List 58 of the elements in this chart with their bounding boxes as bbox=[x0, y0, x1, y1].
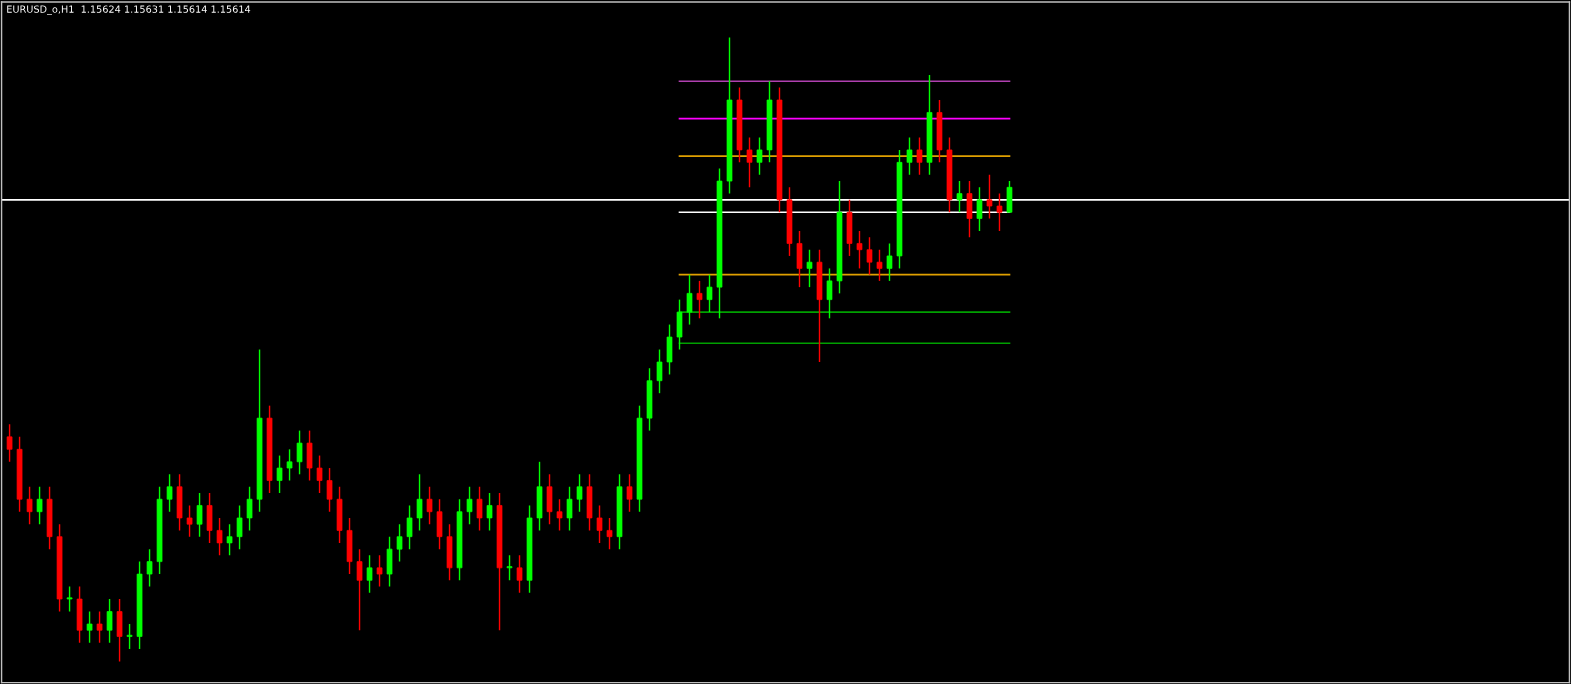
candlestick bbox=[36, 486, 43, 525]
candlestick bbox=[146, 548, 153, 588]
candlestick bbox=[866, 236, 873, 276]
candlestick bbox=[186, 504, 193, 538]
candlestick bbox=[506, 554, 513, 582]
candlestick bbox=[96, 610, 103, 644]
candlestick bbox=[596, 504, 603, 544]
candlestick bbox=[806, 249, 813, 288]
candlestick bbox=[606, 517, 613, 550]
candlestick bbox=[6, 423, 13, 463]
candlestick bbox=[66, 585, 73, 613]
candlestick bbox=[326, 467, 333, 513]
candlestick bbox=[696, 280, 703, 320]
candlestick bbox=[486, 492, 493, 532]
candlestick bbox=[466, 486, 473, 525]
candlestick bbox=[656, 348, 663, 394]
candlestick bbox=[366, 554, 373, 594]
candlestick bbox=[316, 454, 323, 494]
candlestick bbox=[986, 174, 993, 220]
candlestick bbox=[216, 517, 223, 557]
candlestick bbox=[476, 486, 483, 532]
candlestick bbox=[996, 192, 1003, 232]
candlestick bbox=[886, 242, 893, 282]
candlestick bbox=[706, 273, 713, 313]
candlestick bbox=[396, 523, 403, 563]
candlestick bbox=[236, 504, 243, 550]
candlestick bbox=[376, 554, 383, 588]
candlestick bbox=[296, 429, 303, 475]
candlestick bbox=[416, 473, 423, 532]
candlestick bbox=[756, 136, 763, 176]
candlestick bbox=[166, 473, 173, 513]
candlestick bbox=[626, 473, 633, 513]
candlestick bbox=[826, 267, 833, 320]
candlestick bbox=[516, 554, 523, 594]
candlestick bbox=[856, 230, 863, 270]
candlestick bbox=[86, 610, 93, 644]
candlestick bbox=[286, 448, 293, 482]
candlestick bbox=[26, 486, 33, 525]
candlestick bbox=[356, 548, 363, 631]
candlestick bbox=[746, 136, 753, 189]
candlestick bbox=[196, 492, 203, 538]
candlestick bbox=[556, 498, 563, 532]
candlestick bbox=[276, 454, 283, 494]
candlestick bbox=[406, 504, 413, 550]
candlestick bbox=[426, 486, 433, 525]
candlestick bbox=[976, 186, 983, 232]
candlestick bbox=[226, 523, 233, 557]
candlestick bbox=[876, 249, 883, 282]
candlestick bbox=[576, 473, 583, 513]
candlestick bbox=[246, 486, 253, 532]
candlestick bbox=[686, 273, 693, 326]
candlestick bbox=[916, 136, 923, 176]
candlestick bbox=[126, 623, 133, 650]
chart-title: EURUSD_o,H1 1.15624 1.15631 1.15614 1.15614 bbox=[7, 5, 251, 15]
candlestick bbox=[566, 486, 573, 532]
candlestick bbox=[106, 598, 113, 644]
candlestick bbox=[956, 180, 963, 213]
candlestick bbox=[906, 136, 913, 176]
